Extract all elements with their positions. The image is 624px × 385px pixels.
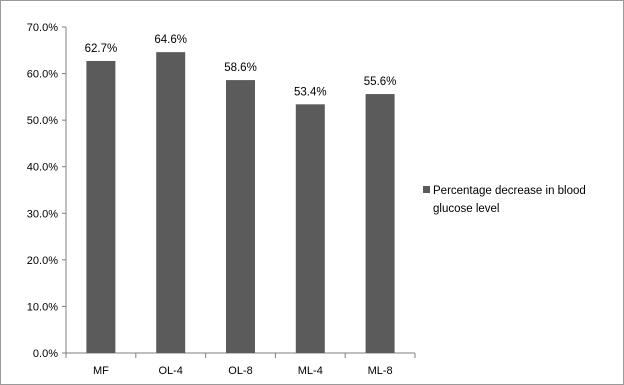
data-label: 55.6% xyxy=(364,76,397,88)
y-tick-label: 60.0% xyxy=(27,69,58,81)
data-label: 58.6% xyxy=(224,62,257,74)
bar xyxy=(156,52,186,354)
data-label: 64.6% xyxy=(154,34,187,46)
bar xyxy=(86,60,116,354)
y-tick-label: 40.0% xyxy=(27,162,58,174)
legend-label-line-1: Percentage decrease in blood xyxy=(433,185,586,197)
y-tick-label: 70.0% xyxy=(27,22,58,34)
bar xyxy=(295,104,325,354)
y-tick-label: 0.0% xyxy=(33,348,58,360)
x-tick-label: OL-4 xyxy=(158,365,182,377)
data-label: 53.4% xyxy=(294,86,327,98)
x-tick-label: ML-4 xyxy=(298,365,323,377)
data-label: 62.7% xyxy=(85,43,118,55)
y-axis-ticks: 0.0% 10.0% 20.0% 30.0% 40.0% 50.0% 60.0% 70.0% xyxy=(27,22,66,360)
y-tick-label: 30.0% xyxy=(27,208,58,220)
x-tick-label: ML-8 xyxy=(368,365,393,377)
x-tick-label: OL-8 xyxy=(228,365,252,377)
x-tick-label: MF xyxy=(93,365,109,377)
y-tick-label: 50.0% xyxy=(27,115,58,127)
bar xyxy=(365,94,395,353)
y-tick-label: 10.0% xyxy=(27,301,58,313)
data-labels: 62.7% 64.6% 58.6% 53.4% 55.6% xyxy=(85,34,397,98)
bar-series xyxy=(86,52,395,354)
y-tick-label: 20.0% xyxy=(27,255,58,267)
legend-swatch xyxy=(423,186,430,193)
legend: Percentage decrease in blood glucose lev… xyxy=(423,185,586,215)
x-axis-ticks: MF OL-4 OL-8 ML-4 ML-8 xyxy=(65,353,416,377)
legend-label-line-2: glucose level xyxy=(433,203,499,215)
bar xyxy=(226,80,255,353)
